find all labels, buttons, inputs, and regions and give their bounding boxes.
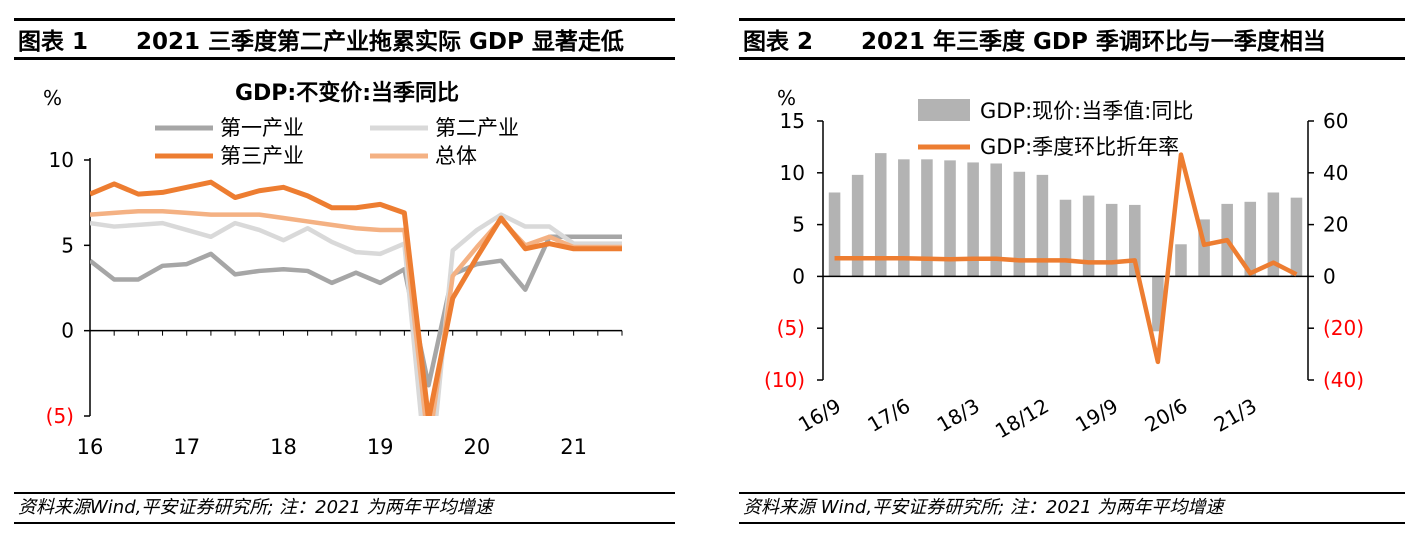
x-tick-label: 17/6	[863, 394, 914, 437]
bar	[1036, 174, 1049, 277]
bar	[990, 163, 1002, 277]
x-tick-label: 17	[173, 435, 200, 459]
x-tick-label: 20/6	[1141, 394, 1192, 437]
left-y-tick-label: (10)	[764, 368, 805, 392]
series-line	[90, 179, 622, 416]
bar	[1198, 219, 1210, 277]
figure-panel-2: 图表 2 2021 年三季度 GDP 季调环比与一季度相当 % 15 10 5 0 (5)…	[725, 0, 1415, 540]
bar	[1267, 192, 1280, 277]
right-y-tick-label: (40)	[1323, 368, 1364, 392]
x-tick-label: 16/9	[794, 394, 845, 437]
x-tick-label: 20	[464, 435, 491, 459]
line-chart: GDP:不变价:当季同比% 10 5 0 (5)16 17 18 19 20 21 第一产业 第二产业…	[43, 80, 623, 459]
right-y-tick-label: 40	[1323, 161, 1348, 185]
bar	[851, 174, 864, 277]
x-tick-label: 19/9	[1071, 394, 1122, 437]
left-y-tick-label: (5)	[777, 316, 805, 340]
figure-title: 2021 三季度第二产业拖累实际 GDP 显著走低	[136, 29, 624, 55]
bar	[944, 160, 956, 277]
y-tick-label: 5	[61, 233, 74, 257]
bar-line-chart: %15 10 5 0 (5) (10) 60 40 20 0 (20) (40) 16/9 17/6 18/…	[764, 86, 1364, 444]
x-tick-label: 16	[77, 435, 104, 459]
figure-header: 图表 2 2021 年三季度 GDP 季调环比与一季度相当	[739, 18, 1405, 60]
x-tick-label: 18/12	[991, 394, 1053, 444]
y-axis-unit: %	[43, 86, 62, 110]
bar	[1290, 197, 1303, 277]
legend-label: GDP:现价:当季值:同比	[980, 99, 1193, 123]
series-line	[834, 152, 1298, 365]
legend-label: 第二产业	[435, 116, 519, 140]
figure-panel-1: 图表 1 2021 三季度第二产业拖累实际 GDP 显著走低 GDP:不变价:当…	[0, 0, 685, 540]
bar	[921, 159, 933, 277]
bar	[1152, 276, 1164, 332]
y-axis-unit: %	[777, 86, 796, 110]
bar	[1082, 195, 1095, 277]
legend-label: 第三产业	[220, 144, 304, 168]
bar	[1244, 201, 1257, 277]
figure-title: 2021 年三季度 GDP 季调环比与一季度相当	[861, 29, 1326, 55]
series-line	[90, 234, 622, 388]
source-note: 资料来源 Wind,平安证券研究所; 注：2021 为两年平均增速	[739, 492, 1405, 524]
x-tick-label: 19	[367, 435, 394, 459]
legend-swatch	[918, 99, 970, 121]
legend-label: GDP:季度环比折年率	[980, 135, 1179, 159]
figure-number: 图表 1	[18, 29, 89, 55]
bar	[898, 159, 910, 277]
left-y-tick-label: 10	[780, 161, 805, 185]
left-y-tick-label: 15	[780, 109, 805, 133]
bar	[1013, 171, 1026, 277]
chart-title: GDP:不变价:当季同比	[235, 80, 459, 106]
series-line	[90, 212, 622, 416]
x-tick-label: 18	[270, 435, 297, 459]
series-line	[90, 208, 622, 416]
bar	[967, 162, 979, 277]
right-y-tick-label: 0	[1323, 264, 1336, 288]
legend-label: 第一产业	[220, 116, 304, 140]
y-tick-label: (5)	[46, 404, 74, 428]
bar	[1129, 204, 1141, 277]
bar	[874, 153, 887, 277]
right-y-tick-label: 20	[1323, 213, 1348, 237]
bar	[828, 192, 841, 277]
x-tick-label: 18/3	[933, 394, 984, 437]
bar	[1175, 244, 1187, 277]
y-tick-label: 10	[49, 148, 74, 172]
right-y-tick-label: (20)	[1323, 316, 1364, 340]
y-tick-label: 0	[61, 319, 74, 343]
x-tick-label: 21/3	[1210, 394, 1261, 437]
x-tick-label: 21	[560, 435, 587, 459]
right-y-tick-label: 60	[1323, 109, 1348, 133]
left-y-tick-label: 0	[792, 264, 805, 288]
left-y-tick-label: 5	[792, 213, 805, 237]
bar	[1105, 203, 1118, 277]
legend-label: 总体	[435, 144, 477, 168]
source-note: 资料来源Wind,平安证券研究所; 注：2021 为两年平均增速	[14, 492, 675, 524]
figure-number: 图表 2	[743, 29, 814, 55]
figure-header: 图表 1 2021 三季度第二产业拖累实际 GDP 显著走低	[14, 18, 675, 60]
bar	[1059, 199, 1072, 277]
